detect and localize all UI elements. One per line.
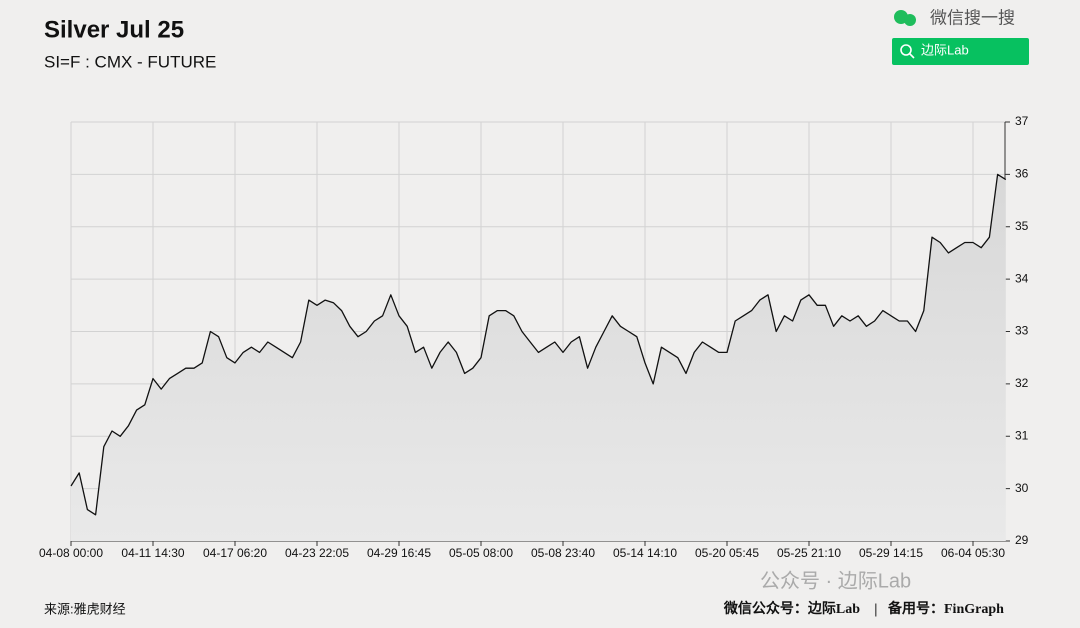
watermark: 公众号 · 边际Lab [760, 569, 911, 592]
footer-account: 微信公众号：边际Lab [723, 600, 860, 617]
source: 来源:雅虎财经 [44, 601, 126, 616]
x-tick-label: 04-29 16:45 [367, 546, 431, 560]
plot-area: 29 30 31 32 33 34 35 36 37 04-08 00:00 04-11 14:30… [39, 114, 1029, 560]
chart-title: Silver Jul 25 [44, 16, 184, 43]
x-tick-label: 04-23 22:05 [285, 546, 349, 560]
x-tick-label: 06-04 05:30 [941, 546, 1005, 560]
y-tick-label: 31 [1015, 428, 1029, 442]
x-tick-label: 05-25 21:10 [777, 546, 841, 560]
footer-backup: 备用号：FinGraph [887, 600, 1004, 617]
footer-separator: | [874, 601, 878, 617]
search-brand: 微信搜一搜 [930, 8, 1015, 27]
x-tick-label: 05-14 14:10 [613, 546, 677, 560]
wechat-icon [904, 14, 916, 26]
y-tick-label: 35 [1015, 219, 1029, 233]
price-line [70, 173, 1007, 516]
x-tick-label: 04-08 00:00 [39, 546, 103, 560]
x-tick-label: 04-11 14:30 [121, 546, 184, 560]
x-tick-label: 05-08 23:40 [531, 546, 595, 560]
search-icon [909, 53, 915, 59]
x-tick-label: 04-17 06:20 [203, 546, 267, 560]
y-tick-label: 32 [1015, 376, 1029, 390]
x-tick-label: 05-20 05:45 [695, 546, 759, 560]
search-button-label[interactable]: 边际Lab [921, 42, 969, 57]
y-tick-label: 33 [1015, 324, 1029, 338]
y-tick-label: 37 [1015, 114, 1029, 128]
y-tick-label: 29 [1015, 533, 1029, 547]
x-tick-label: 05-29 14:15 [859, 546, 923, 560]
y-tick-label: 34 [1015, 271, 1029, 285]
search-button-group[interactable]: 边际Lab [892, 38, 1029, 65]
area [71, 174, 1006, 541]
search-icon [900, 44, 912, 56]
search-brand-group: 微信搜一搜 [894, 8, 1015, 27]
chart-subtitle: SI=F : CMX - FUTURE [44, 52, 216, 71]
x-tick-label: 05-05 08:00 [449, 546, 513, 560]
y-tick-label: 30 [1015, 481, 1029, 495]
search-button[interactable] [892, 38, 1029, 65]
y-tick-label: 36 [1015, 167, 1029, 181]
